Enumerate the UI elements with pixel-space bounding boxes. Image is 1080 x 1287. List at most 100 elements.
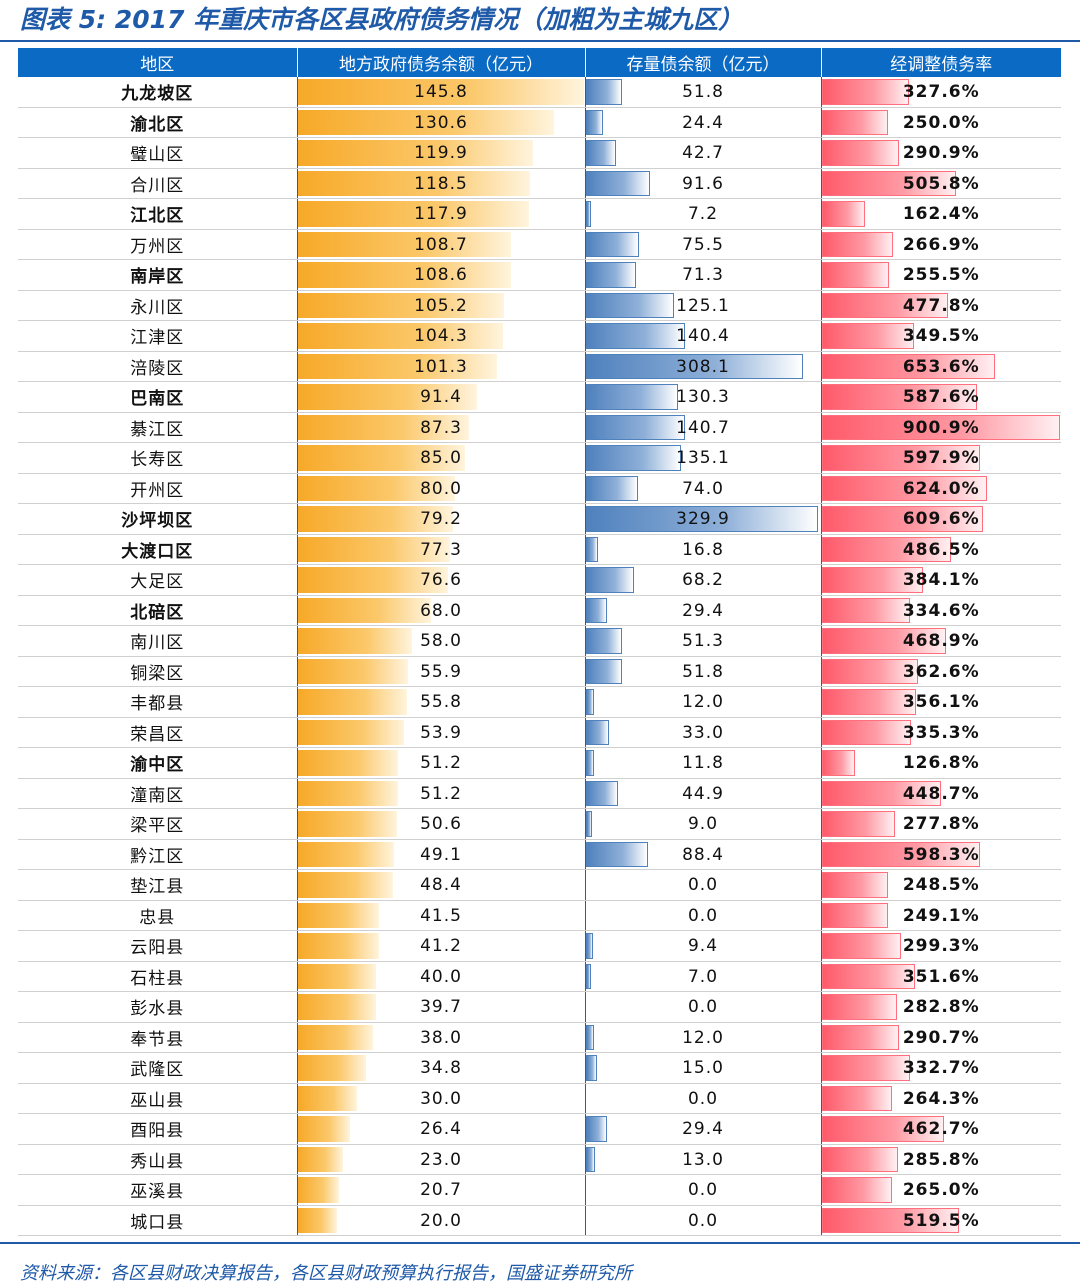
stock-value: 29.4 <box>682 600 724 621</box>
region-cell: 秀山县 <box>18 1144 297 1175</box>
stock-cell: 29.4 <box>584 1113 821 1145</box>
debt-data-bar <box>297 536 450 562</box>
debt-cell: 26.4 <box>296 1113 585 1145</box>
column-header-ratio: 经调整债务率 <box>821 48 1061 77</box>
ratio-value: 462.7% <box>902 1119 980 1139</box>
stock-data-bar <box>585 1146 595 1172</box>
ratio-data-bar <box>821 475 987 501</box>
ratio-value: 335.3% <box>902 722 980 743</box>
debt-data-bar <box>297 109 554 135</box>
ratio-cell: 250.0% <box>820 107 1061 138</box>
debt-cell: 49.1 <box>296 839 585 870</box>
region-cell: 沙坪坝区 <box>18 503 297 535</box>
stock-cell: 130.3 <box>584 381 821 413</box>
debt-cell: 50.6 <box>296 808 585 840</box>
table-row: 彭水县 39.7 0.0 282.8% <box>18 991 1061 1023</box>
table-row: 渝中区 51.2 11.8 126.8% <box>18 747 1061 779</box>
debt-cell: 108.7 <box>296 229 585 260</box>
stock-data-bar <box>585 1055 597 1081</box>
debt-table: 地区 地方政府债务余额（亿元） 存量债余额（亿元） 经调整债务率 九龙坡区 145… <box>18 48 1061 1236</box>
ratio-value: 126.8% <box>902 753 980 773</box>
ratio-data-bar <box>821 445 980 471</box>
debt-data-bar <box>297 170 530 196</box>
debt-cell: 105.2 <box>296 290 585 321</box>
stock-data-bar <box>585 506 818 532</box>
debt-value: 40.0 <box>420 966 462 987</box>
stock-cell: 0.0 <box>584 900 821 931</box>
ratio-cell: 653.6% <box>820 351 1061 382</box>
ratio-value: 290.9% <box>902 143 980 163</box>
stock-cell: 9.0 <box>584 808 821 840</box>
ratio-value: 653.6% <box>902 356 980 377</box>
ratio-cell: 448.7% <box>820 778 1061 809</box>
debt-value: 39.7 <box>420 997 462 1017</box>
ratio-value: 290.7% <box>902 1027 980 1048</box>
ratio-data-bar <box>821 414 1060 440</box>
region-cell: 开州区 <box>18 473 297 504</box>
debt-data-bar <box>297 1146 343 1172</box>
ratio-data-bar <box>821 1085 892 1111</box>
stock-cell: 329.9 <box>584 503 821 535</box>
stock-value: 16.8 <box>682 539 724 560</box>
stock-data-bar <box>585 658 622 684</box>
stock-data-bar <box>585 597 607 623</box>
region-cell: 渝北区 <box>18 107 297 138</box>
ratio-cell: 266.9% <box>820 229 1061 260</box>
debt-cell: 53.9 <box>296 717 585 748</box>
debt-cell: 39.7 <box>296 991 585 1023</box>
debt-data-bar <box>297 384 477 410</box>
debt-cell: 108.6 <box>296 259 585 291</box>
stock-cell: 0.0 <box>584 869 821 901</box>
table-row: 九龙坡区 145.8 51.8 327.6% <box>18 77 1061 108</box>
debt-data-bar <box>297 231 511 257</box>
debt-cell: 34.8 <box>296 1052 585 1084</box>
table-row: 北碚区 68.0 29.4 334.6% <box>18 595 1061 626</box>
ratio-cell: 384.1% <box>820 564 1061 596</box>
table-row: 璧山区 119.9 42.7 290.9% <box>18 137 1061 169</box>
debt-value: 55.8 <box>420 692 462 712</box>
region-cell: 綦江区 <box>18 412 297 443</box>
ratio-value: 384.1% <box>902 570 980 590</box>
ratio-data-bar <box>821 506 983 532</box>
debt-value: 49.1 <box>420 844 462 865</box>
ratio-value: 477.8% <box>902 295 980 316</box>
debt-cell: 41.5 <box>296 900 585 931</box>
region-cell: 荣昌区 <box>18 717 297 748</box>
stock-data-bar <box>585 109 603 135</box>
region-cell: 璧山区 <box>18 137 297 169</box>
ratio-data-bar <box>821 933 901 959</box>
table-row: 黔江区 49.1 88.4 598.3% <box>18 839 1061 870</box>
table-row: 涪陵区 101.3 308.1 653.6% <box>18 351 1061 382</box>
stock-cell: 24.4 <box>584 107 821 138</box>
ratio-value: 598.3% <box>902 844 980 865</box>
ratio-cell: 597.9% <box>820 442 1061 474</box>
ratio-value: 282.8% <box>902 997 980 1017</box>
debt-cell: 20.0 <box>296 1205 585 1236</box>
stock-data-bar <box>585 841 648 867</box>
debt-value: 108.7 <box>414 234 468 255</box>
debt-value: 145.8 <box>414 82 468 102</box>
stock-value: 13.0 <box>682 1149 724 1170</box>
stock-cell: 51.8 <box>584 656 821 687</box>
debt-cell: 76.6 <box>296 564 585 596</box>
debt-data-bar <box>297 872 393 898</box>
ratio-value: 448.7% <box>902 783 980 804</box>
region-cell: 九龙坡区 <box>18 77 297 108</box>
ratio-data-bar <box>821 262 889 288</box>
footer-divider <box>0 1242 1080 1244</box>
table-row: 合川区 118.5 91.6 505.8% <box>18 168 1061 199</box>
stock-cell: 68.2 <box>584 564 821 596</box>
region-cell: 北碚区 <box>18 595 297 626</box>
ratio-cell: 282.8% <box>820 991 1061 1023</box>
ratio-cell: 332.7% <box>820 1052 1061 1084</box>
ratio-cell: 162.4% <box>820 198 1061 230</box>
ratio-cell: 598.3% <box>820 839 1061 870</box>
stock-value: 44.9 <box>682 783 724 804</box>
debt-data-bar <box>297 1085 357 1111</box>
ratio-value: 266.9% <box>902 234 980 255</box>
debt-data-bar <box>297 719 404 745</box>
stock-value: 7.0 <box>687 966 719 987</box>
ratio-value: 505.8% <box>902 173 980 194</box>
region-cell: 长寿区 <box>18 442 297 474</box>
stock-cell: 71.3 <box>584 259 821 291</box>
